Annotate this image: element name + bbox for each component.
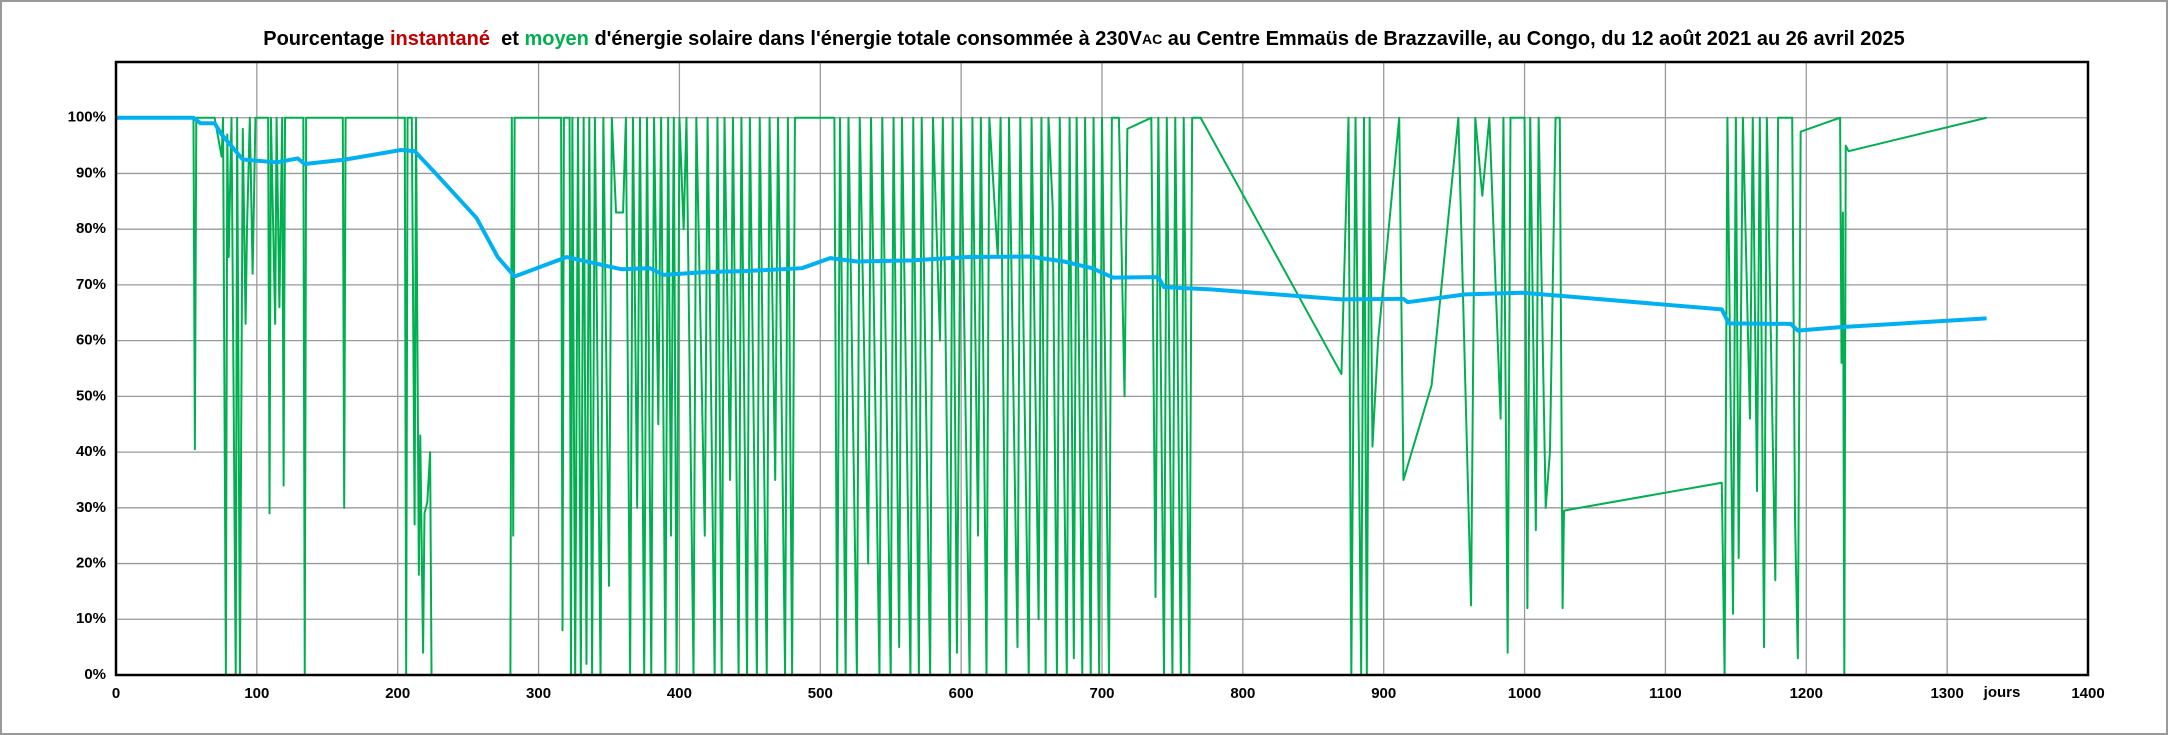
y-tick-label: 80%: [76, 220, 106, 237]
x-tick-label: 0: [112, 685, 120, 702]
y-tick-label: 10%: [76, 610, 106, 627]
chart-title: Pourcentage instantané et moyen d'énergi…: [263, 28, 1904, 50]
title-part: instantané: [390, 28, 490, 50]
title-part: Pourcentage: [263, 28, 390, 50]
y-tick-label: 40%: [76, 443, 106, 460]
title-part: moyen: [524, 28, 588, 50]
y-tick-label: 0%: [84, 666, 106, 683]
y-tick-label: 30%: [76, 499, 106, 516]
x-tick-label: 300: [526, 685, 551, 702]
x-tick-label: 1000: [1508, 685, 1541, 702]
y-tick-label: 50%: [76, 387, 106, 404]
x-tick-label: 700: [1089, 685, 1114, 702]
x-axis-label: jours: [1983, 684, 2021, 701]
title-part: et: [490, 28, 524, 50]
title-part: au Centre Emmaüs de Brazzaville, au Cong…: [1162, 28, 1905, 50]
x-tick-label: 1400: [2071, 685, 2104, 702]
y-tick-label: 100%: [68, 109, 106, 126]
x-tick-label: 900: [1371, 685, 1396, 702]
x-tick-label: 200: [385, 685, 410, 702]
title-part: d'énergie solaire dans l'énergie totale …: [589, 28, 1143, 50]
y-tick-label: 60%: [76, 332, 106, 349]
x-tick-label: 800: [1230, 685, 1255, 702]
x-tick-label: 500: [808, 685, 833, 702]
y-tick-label: 90%: [76, 164, 106, 181]
data-line: [116, 115, 1987, 333]
x-tick-label: 1200: [1790, 685, 1823, 702]
x-tick-label: 1100: [1649, 685, 1682, 702]
y-tick-label: 70%: [76, 276, 106, 293]
x-tick-label: 100: [244, 685, 269, 702]
y-tick-label: 20%: [76, 555, 106, 572]
x-tick-label: 1300: [1930, 685, 1963, 702]
plot-frame: [114, 60, 2090, 677]
x-tick-label: 600: [949, 685, 974, 702]
x-tick-label: 400: [667, 685, 692, 702]
title-part: AC: [1142, 31, 1162, 47]
